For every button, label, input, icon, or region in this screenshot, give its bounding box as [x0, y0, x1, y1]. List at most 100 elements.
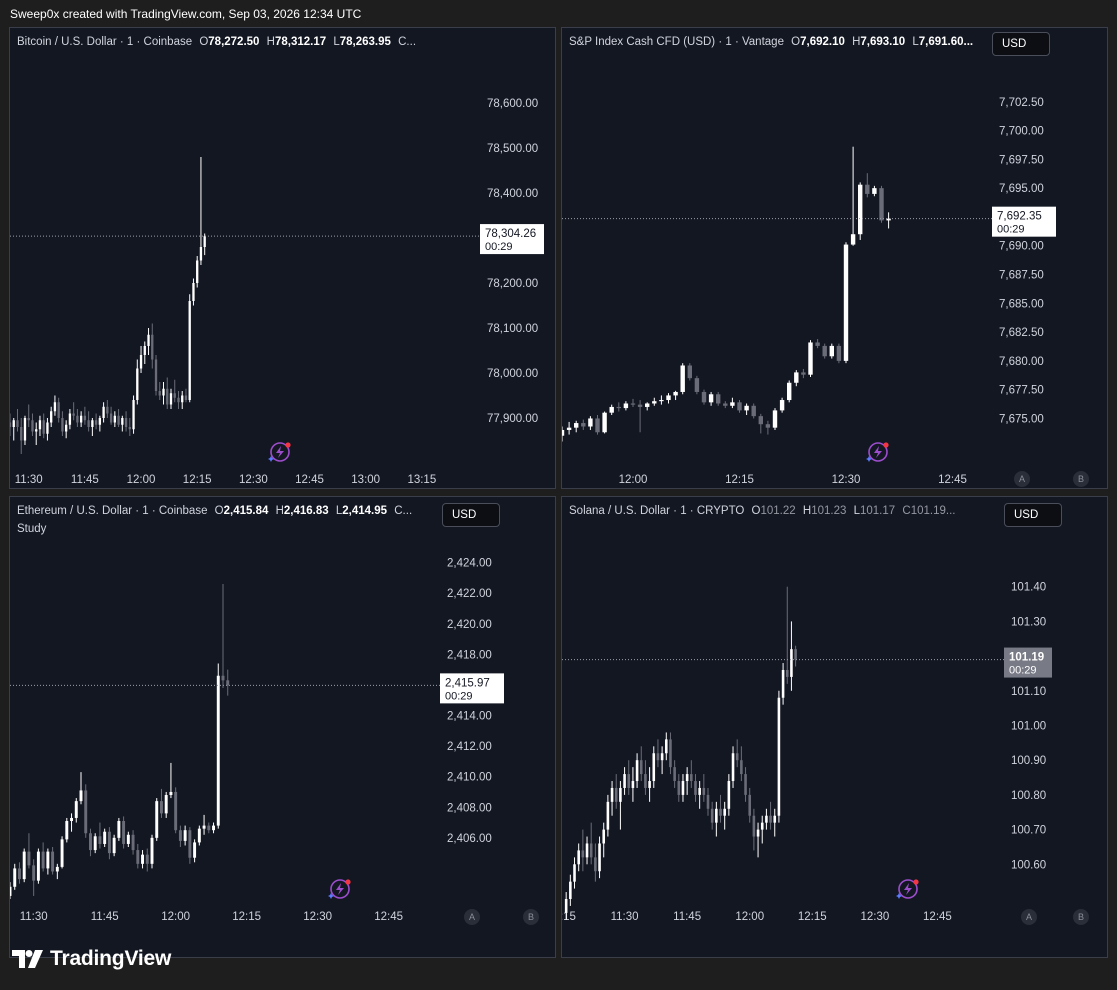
- y-tick-label: 2,424.00: [447, 558, 492, 570]
- candle: [644, 402, 650, 411]
- candle: [606, 794, 610, 837]
- ohlc-low: 7,691.60...: [918, 36, 974, 48]
- candle: [107, 827, 111, 860]
- candle: [836, 343, 842, 364]
- candle: [91, 418, 94, 436]
- chart-panel-spx[interactable]: 7,702.50 7,700.00 7,697.50 7,695.00 7,690.00…: [561, 27, 1108, 489]
- candle: [42, 413, 45, 439]
- lightning-icon[interactable]: [268, 442, 291, 462]
- currency-button[interactable]: USD: [992, 32, 1050, 56]
- candle: [616, 402, 622, 412]
- chart-panel-btc[interactable]: 78,600.0078,500.0078,400.0078,300.0078,2…: [9, 27, 556, 489]
- currency-button[interactable]: USD: [1004, 503, 1062, 527]
- candle: [765, 808, 768, 830]
- candle: [212, 822, 216, 834]
- candle: [98, 822, 102, 849]
- x-tick-label: 12:15: [725, 474, 754, 486]
- chart-canvas-spx: 7,702.50 7,700.00 7,697.50 7,695.00 7,690.00…: [562, 97, 1056, 486]
- tradingview-logo-text: TradingView: [50, 947, 172, 970]
- candle: [687, 363, 693, 381]
- scale-b-button[interactable]: B: [523, 909, 539, 925]
- candle: [183, 825, 187, 846]
- ohlc-open: 7,692.10: [800, 36, 845, 48]
- candle: [126, 831, 130, 848]
- candle: [648, 767, 651, 802]
- scale-b-button[interactable]: B: [1073, 909, 1089, 925]
- candle: [637, 400, 643, 433]
- candle: [162, 382, 165, 405]
- candle: [666, 393, 671, 404]
- candle: [585, 836, 589, 865]
- candle: [702, 774, 706, 802]
- candle: [22, 848, 26, 883]
- candle: [794, 645, 797, 667]
- candle: [635, 753, 639, 788]
- y-tick-label: 7,682.50: [999, 327, 1044, 339]
- candle: [564, 892, 568, 920]
- currency-button[interactable]: USD: [442, 503, 500, 527]
- candle: [610, 781, 614, 816]
- candle: [197, 825, 201, 846]
- candle: [623, 401, 629, 411]
- candle: [843, 242, 849, 364]
- candle: [20, 418, 23, 454]
- candle: [790, 621, 793, 691]
- candle: [715, 801, 718, 837]
- candle: [573, 420, 579, 433]
- lightning-icon[interactable]: [866, 442, 889, 462]
- candle: [730, 397, 735, 409]
- candle: [141, 850, 145, 869]
- candle: [698, 781, 701, 809]
- candle: [72, 402, 75, 421]
- y-tick-label: 100.90: [1011, 755, 1046, 767]
- candle: [577, 843, 580, 872]
- scale-a-button[interactable]: A: [1021, 909, 1037, 925]
- candle: [12, 418, 15, 441]
- lightning-icon[interactable]: [896, 879, 919, 899]
- candle: [781, 663, 785, 705]
- candle: [196, 256, 199, 288]
- x-tick-label: 12:45: [923, 911, 952, 923]
- candle: [70, 813, 74, 832]
- scale-a-button[interactable]: A: [1014, 471, 1030, 487]
- candle: [740, 746, 743, 782]
- chart-panel-eth[interactable]: 2,424.00 2,422.00 2,420.00 2,418.00 2,414.00…: [9, 496, 556, 958]
- y-tick-label: 2,410.00: [447, 772, 492, 784]
- candle: [136, 359, 139, 405]
- candle: [779, 397, 785, 413]
- tradingview-logo[interactable]: TradingView: [12, 947, 171, 971]
- study-label[interactable]: Study: [17, 523, 47, 535]
- candle: [822, 343, 827, 359]
- candle: [602, 822, 606, 858]
- y-tick-label: 2,420.00: [447, 619, 492, 631]
- candle: [51, 847, 55, 875]
- chart-panel-sol[interactable]: 101.40 101.30 101.10 101.00 100.90 100.80 100.…: [561, 496, 1108, 958]
- candle: [124, 411, 128, 432]
- last-price-value: 7,692.35: [997, 211, 1042, 223]
- candle: [121, 415, 124, 432]
- ohlc-close: C...: [394, 505, 413, 517]
- y-tick-label: 78,000.00: [487, 368, 538, 380]
- candle: [785, 586, 789, 684]
- x-tick-label: 12:30: [303, 911, 332, 923]
- x-tick-label: 11:30: [611, 911, 639, 923]
- y-tick-label: 78,100.00: [487, 323, 538, 335]
- candle: [88, 828, 92, 857]
- candle: [64, 420, 68, 439]
- candle: [139, 346, 143, 373]
- y-tick-label: 78,500.00: [487, 143, 538, 155]
- candle: [169, 762, 173, 799]
- y-tick-label: 7,690.00: [999, 241, 1044, 253]
- candle: [758, 413, 764, 434]
- scale-b-button[interactable]: B: [1073, 471, 1089, 487]
- legend-eth: Ethereum / U.S. Dollar · 1 · Coinbase O2…: [17, 505, 413, 517]
- chart-canvas-eth: 2,424.00 2,422.00 2,420.00 2,418.00 2,414.00…: [10, 558, 504, 923]
- y-tick-label: 7,675.00: [999, 413, 1044, 425]
- y-tick-label: 78,200.00: [487, 278, 538, 290]
- lightning-icon[interactable]: [328, 879, 351, 899]
- candle: [93, 833, 97, 854]
- candle: [581, 829, 585, 872]
- scale-a-button[interactable]: A: [464, 909, 480, 925]
- candle: [117, 817, 121, 841]
- symbol-title: Ethereum / U.S. Dollar · 1 · Coinbase: [17, 505, 208, 517]
